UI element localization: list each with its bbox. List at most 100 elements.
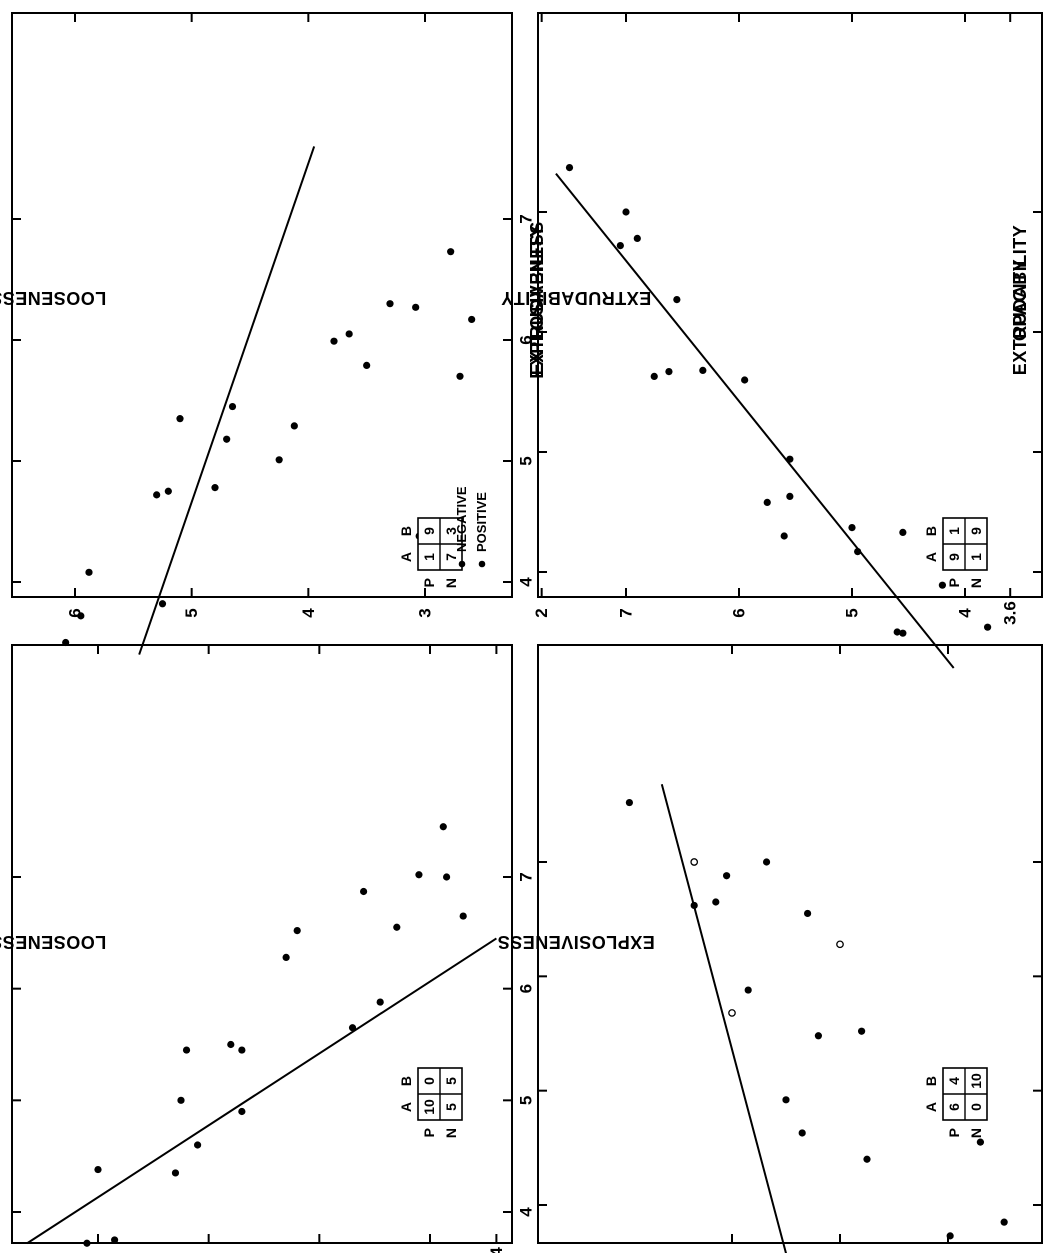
data-point xyxy=(804,909,812,918)
plot-frame xyxy=(537,12,1043,598)
y-tick-label: 5 xyxy=(182,608,201,617)
data-point xyxy=(177,1096,185,1104)
table-cell: 9 xyxy=(421,527,437,535)
x-tick-label: 5 xyxy=(517,456,536,465)
data-point xyxy=(386,300,394,308)
data-point xyxy=(376,998,384,1006)
data-point xyxy=(194,1141,202,1149)
data-point xyxy=(699,366,707,374)
data-point xyxy=(946,1232,954,1240)
table-cell: 0 xyxy=(421,1077,437,1085)
data-point xyxy=(848,524,856,532)
table-cell: 0 xyxy=(968,1103,984,1111)
data-point xyxy=(412,303,420,311)
legend-label: POSITIVE xyxy=(474,492,489,552)
data-point xyxy=(94,1165,102,1174)
data-point xyxy=(780,532,788,540)
data-point xyxy=(238,1046,246,1054)
table-col-header: B xyxy=(398,1076,414,1086)
data-point xyxy=(938,581,947,589)
x-tick-label: 6 xyxy=(517,335,536,344)
data-point xyxy=(415,871,423,879)
data-point xyxy=(282,953,290,962)
regression-line xyxy=(660,783,787,1253)
data-point xyxy=(854,548,862,556)
y-tick-label: 7 xyxy=(617,608,636,617)
table-cell: 10 xyxy=(421,1099,437,1115)
data-point xyxy=(164,487,172,495)
data-point xyxy=(158,600,167,608)
data-point xyxy=(836,940,844,949)
data-point xyxy=(814,1032,823,1040)
y-tick-label: 2 xyxy=(532,608,551,617)
y-tick-label: 4 xyxy=(299,608,318,618)
data-point xyxy=(360,887,368,896)
data-point xyxy=(439,823,447,831)
data-point xyxy=(741,376,749,384)
x-tick-label: 7 xyxy=(517,872,536,881)
table-cell: 5 xyxy=(443,1077,459,1085)
regression-line xyxy=(555,172,955,669)
table-col-header: A xyxy=(398,552,414,562)
data-point xyxy=(633,234,641,242)
data-point xyxy=(447,248,455,256)
data-point xyxy=(744,986,752,994)
y-axis-label: LOOSENESS xyxy=(0,288,106,308)
table-cell: 6 xyxy=(946,1103,962,1111)
table-cell: 1 xyxy=(968,553,984,561)
legend: POSITIVE NEGATIVE xyxy=(454,486,489,568)
data-point xyxy=(330,337,338,345)
data-point xyxy=(858,1027,866,1035)
contingency-table: A B P 10 0 N 5 5 xyxy=(398,1067,463,1138)
data-point xyxy=(275,456,283,464)
data-point xyxy=(782,1096,790,1104)
legend-marker xyxy=(478,560,486,568)
data-point xyxy=(290,422,298,430)
y-tick-label: 4 xyxy=(956,608,975,618)
data-point xyxy=(176,415,184,423)
data-point xyxy=(899,528,907,537)
data-point xyxy=(650,372,658,380)
x-axis-label: OPACITY xyxy=(1010,259,1030,341)
table-row-label: N xyxy=(968,1128,984,1138)
contingency-table: A B P 6 4 N 0 10 xyxy=(923,1067,988,1138)
data-point xyxy=(111,1236,119,1244)
data-point xyxy=(690,858,699,866)
data-point xyxy=(622,208,630,216)
regression-line xyxy=(138,146,316,655)
x-tick-label: 7 xyxy=(517,214,536,223)
x-tick-label: 4 xyxy=(517,1207,536,1217)
data-point xyxy=(393,923,401,931)
data-point xyxy=(171,1169,180,1177)
data-point xyxy=(723,872,731,880)
data-point xyxy=(690,901,698,910)
data-point xyxy=(673,296,681,304)
regression-line xyxy=(26,937,497,1245)
data-point xyxy=(786,492,794,500)
table-col-header: B xyxy=(923,1076,939,1086)
data-point xyxy=(565,164,574,172)
table-row-label: N xyxy=(443,578,459,588)
data-point xyxy=(363,361,371,370)
data-point xyxy=(62,638,70,647)
legend-label: NEGATIVE xyxy=(454,486,469,552)
table-col-header: B xyxy=(398,526,414,536)
table-row-label: P xyxy=(946,1128,962,1137)
plot-frame xyxy=(11,12,513,598)
data-point xyxy=(228,402,237,411)
y-tick-label: 5 xyxy=(843,608,862,617)
data-point xyxy=(893,628,901,636)
plot-frame xyxy=(11,644,513,1244)
chart-panel-bl: 4 5 6 7 4 5 6 EXPLOSIVENESS EXTRUDABILITY A B P 6 4 N 0… xyxy=(497,225,1047,1253)
data-point xyxy=(712,898,720,906)
x-tick-label: 4 xyxy=(517,577,536,587)
data-point xyxy=(348,1024,357,1032)
y-tick-label: 6 xyxy=(66,608,85,617)
data-point xyxy=(456,372,464,380)
table-cell: 3 xyxy=(443,527,459,535)
y-tick-label: 3.6 xyxy=(1001,601,1020,625)
